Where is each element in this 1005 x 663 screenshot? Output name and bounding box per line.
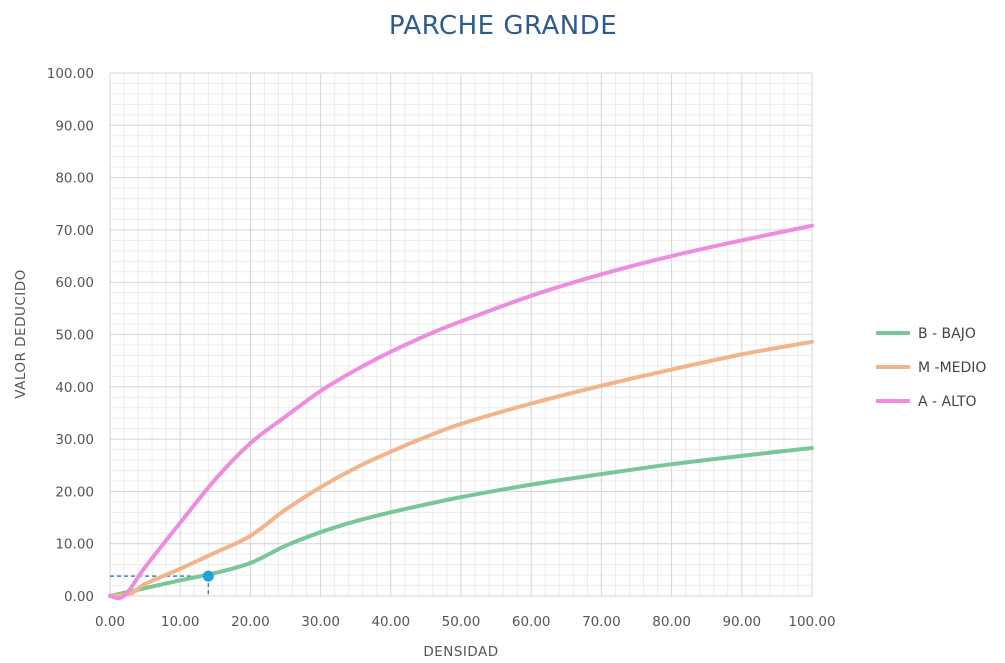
y-tick-label: 20.00 xyxy=(55,484,94,500)
y-tick-label: 60.00 xyxy=(55,275,94,291)
y-tick-label: 80.00 xyxy=(55,171,94,187)
legend-label-m-medio: M -MEDIO xyxy=(918,360,986,376)
y-tick-label: 10.00 xyxy=(55,537,94,553)
y-tick-label: 100.00 xyxy=(47,66,94,82)
x-tick-label: 20.00 xyxy=(231,614,270,630)
y-tick-label: 70.00 xyxy=(55,223,94,239)
x-tick-label: 0.00 xyxy=(95,614,125,630)
y-tick-label: 0.00 xyxy=(64,589,94,605)
x-tick-label: 10.00 xyxy=(161,614,200,630)
x-axis-tick-labels: 0.00 10.00 20.00 30.00 40.00 50.00 60.00 70.00 8… xyxy=(95,614,836,630)
data-point-marker xyxy=(203,571,214,582)
y-axis-label: VALOR DEDUCIDO xyxy=(13,269,29,399)
marker-layer xyxy=(203,571,214,582)
x-tick-label: 90.00 xyxy=(722,614,761,630)
legend-label-b-bajo: B - BAJO xyxy=(918,326,976,342)
chart-title: PARCHE GRANDE xyxy=(389,11,617,41)
x-tick-label: 80.00 xyxy=(652,614,691,630)
y-tick-label: 30.00 xyxy=(55,432,94,448)
x-tick-label: 30.00 xyxy=(301,614,340,630)
x-axis-label: DENSIDAD xyxy=(423,644,498,660)
x-tick-label: 60.00 xyxy=(512,614,551,630)
legend-label-a-alto: A - ALTO xyxy=(918,394,977,410)
x-tick-label: 100.00 xyxy=(788,614,835,630)
y-tick-label: 90.00 xyxy=(55,118,94,134)
y-tick-label: 50.00 xyxy=(55,328,94,344)
x-tick-label: 50.00 xyxy=(442,614,481,630)
x-tick-label: 40.00 xyxy=(371,614,410,630)
y-tick-label: 40.00 xyxy=(55,380,94,396)
x-tick-label: 70.00 xyxy=(582,614,621,630)
legend: B - BAJO M -MEDIO A - ALTO xyxy=(876,326,986,410)
major-gridlines xyxy=(110,73,812,596)
y-axis-tick-labels: 0.00 10.00 20.00 30.00 40.00 50.00 60.00 70.00 8… xyxy=(47,66,94,605)
